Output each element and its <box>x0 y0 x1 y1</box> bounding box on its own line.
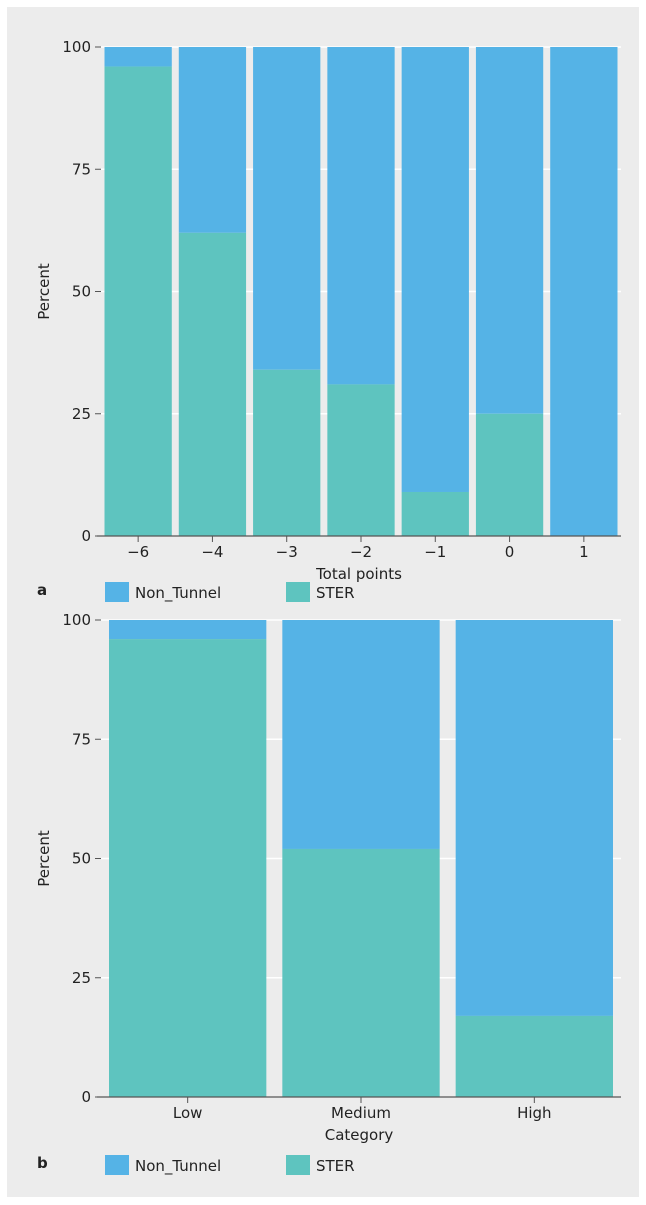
y-tick-label: 50 <box>72 850 91 868</box>
bar-non-tunnel <box>455 620 613 1016</box>
y-axis-title: Percent <box>35 830 53 887</box>
bar-ster <box>475 413 544 536</box>
bar-ster <box>178 232 247 536</box>
bar-ster <box>253 369 321 536</box>
y-tick-label: 0 <box>81 527 91 545</box>
x-tick-label: −3 <box>276 543 298 561</box>
bar-ster <box>282 848 440 1097</box>
bar-ster <box>455 1015 613 1097</box>
bar-non-tunnel <box>104 47 172 67</box>
y-tick-label: 25 <box>72 405 91 423</box>
figure-panel: −6 −4 −3 −2 −1 0 1 0 25 50 75 100 Total points Percen… <box>7 7 639 1197</box>
legend-label: Non_Tunnel <box>135 584 221 603</box>
legend-swatch <box>105 1155 129 1175</box>
bar-non-tunnel <box>475 47 544 414</box>
x-tick-label: −2 <box>350 543 372 561</box>
x-tick-label: 1 <box>579 543 589 561</box>
x-tick-label: −6 <box>127 543 149 561</box>
chart-panel-a: −6 −4 −3 −2 −1 0 1 0 25 50 75 100 Total points Percen… <box>35 38 621 603</box>
legend-swatch <box>105 582 129 602</box>
x-tick-label: Medium <box>331 1104 391 1122</box>
x-tick-label: 0 <box>505 543 515 561</box>
bar-ster <box>327 384 395 536</box>
y-tick-label: 25 <box>72 969 91 987</box>
bar-non-tunnel <box>401 47 469 492</box>
bar-ster <box>104 66 172 536</box>
x-tick-label: High <box>517 1104 551 1122</box>
panel-label: a <box>37 581 47 599</box>
y-tick-label: 0 <box>81 1088 91 1106</box>
x-tick-label: −1 <box>424 543 446 561</box>
bar-non-tunnel <box>109 620 267 640</box>
bar-non-tunnel <box>327 47 395 385</box>
legend-label: Non_Tunnel <box>135 1157 221 1176</box>
bar-non-tunnel <box>282 620 440 849</box>
y-tick-label: 100 <box>62 611 91 629</box>
y-tick-label: 50 <box>72 283 91 301</box>
figure-svg: −6 −4 −3 −2 −1 0 1 0 25 50 75 100 Total points Percen… <box>35 38 621 1176</box>
x-axis-title: Category <box>325 1126 394 1144</box>
y-tick-label: 75 <box>72 730 91 748</box>
legend-label: STER <box>316 1157 355 1175</box>
bar-non-tunnel <box>253 47 321 370</box>
legend-swatch <box>286 1155 310 1175</box>
x-tick-label: Low <box>173 1104 203 1122</box>
x-axis-title: Total points <box>315 565 402 583</box>
bar-ster <box>109 639 267 1097</box>
bar-non-tunnel <box>550 47 618 536</box>
chart-panel-b: Low Medium High 0 25 50 75 100 Category Percent b N… <box>35 611 621 1176</box>
bar-non-tunnel <box>178 47 247 233</box>
legend-label: STER <box>316 584 355 602</box>
legend-swatch <box>286 582 310 602</box>
y-tick-label: 75 <box>72 160 91 178</box>
y-axis-title: Percent <box>35 263 53 320</box>
x-tick-label: −4 <box>201 543 223 561</box>
panel-label: b <box>37 1154 48 1172</box>
bar-ster <box>401 491 469 536</box>
y-tick-label: 100 <box>62 38 91 56</box>
